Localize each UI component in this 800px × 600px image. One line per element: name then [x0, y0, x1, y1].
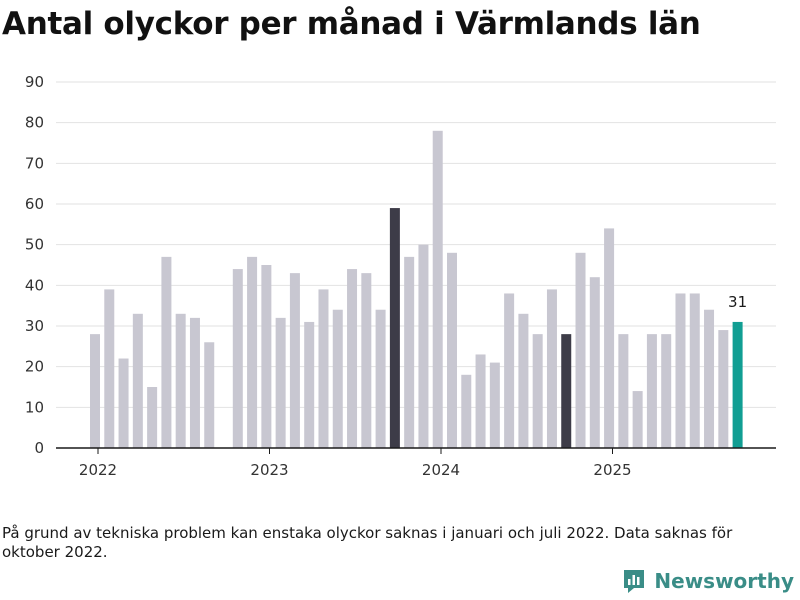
bar-2024-04: [475, 354, 486, 448]
bar-2024-08: [532, 334, 543, 448]
bar-2022-02: [104, 289, 115, 448]
bar-2024-07: [518, 313, 529, 448]
x-tick-label: 2022: [79, 461, 117, 479]
bar-2022-08: [189, 317, 200, 448]
bar-2023-10: [389, 208, 400, 448]
x-tick-label: 2023: [250, 461, 288, 479]
bar-2024-12: [589, 277, 600, 448]
bar-2022-11: [232, 269, 243, 448]
bar-2025-03: [632, 391, 643, 448]
bar-2022-06: [161, 256, 172, 448]
y-tick-label: 10: [25, 398, 44, 416]
bar-2022-09: [204, 342, 215, 448]
y-tick-label: 20: [25, 358, 44, 376]
y-tick-label: 70: [25, 154, 44, 172]
x-axis-ticks: 2022 2023 2024 2025: [79, 448, 632, 479]
bar-2025-04: [646, 334, 657, 448]
chart-title: Antal olyckor per månad i Värmlands län: [2, 6, 701, 42]
y-tick-label: 60: [25, 195, 44, 213]
bar-2023-07: [347, 269, 358, 448]
bar-2024-01: [432, 130, 443, 449]
bar-2025-05: [661, 334, 672, 448]
newsworthy-logo-icon: [624, 570, 645, 593]
y-tick-label: 90: [25, 73, 44, 91]
bar-2023-11: [404, 256, 415, 448]
bar-2025-08: [704, 309, 715, 448]
bar-2023-06: [332, 309, 343, 448]
x-tick-label: 2025: [593, 461, 631, 479]
y-tick-label: 80: [25, 114, 44, 132]
bar-2025-06: [675, 293, 686, 448]
bar-2022-12: [247, 256, 258, 448]
bar-2023-01: [261, 265, 272, 448]
bar-2025-07: [689, 293, 700, 448]
bar-2023-05: [318, 289, 329, 448]
bars: [90, 130, 743, 449]
footnote: På grund av tekniska problem kan enstaka…: [2, 524, 733, 561]
bar-2022-04: [132, 313, 143, 448]
y-tick-label: 50: [25, 236, 44, 254]
bar-2022-03: [118, 358, 129, 448]
bar-2025-10: [732, 321, 743, 448]
bar-2024-10: [561, 334, 572, 448]
y-tick-label: 30: [25, 317, 44, 335]
bar-2023-12: [418, 244, 429, 448]
data-label: 31: [728, 293, 747, 311]
bar-2022-05: [147, 387, 158, 448]
bar-2024-11: [575, 252, 586, 448]
bar-2023-09: [375, 309, 386, 448]
bar-2025-02: [618, 334, 629, 448]
bar-2023-02: [275, 317, 286, 448]
bar-chart: 0 10 20 30 40 50 60 70 80 90 31 2022 2023 2024 2025: [25, 73, 776, 479]
brand-logo[interactable]: Newsworthy: [622, 568, 794, 594]
bar-2023-08: [361, 273, 372, 448]
y-tick-label: 40: [25, 276, 44, 294]
annotations: 31: [728, 293, 747, 311]
y-axis-labels: 0 10 20 30 40 50 60 70 80 90: [25, 73, 44, 457]
bar-2024-06: [504, 293, 515, 448]
bar-2023-03: [289, 273, 300, 448]
bar-2023-04: [304, 321, 315, 448]
bar-2024-03: [461, 374, 472, 448]
bar-2025-09: [718, 330, 729, 448]
bar-2024-05: [489, 362, 500, 448]
bar-2024-09: [546, 289, 557, 448]
brand-name: Newsworthy: [654, 569, 794, 593]
bar-2024-02: [447, 252, 457, 448]
bar-2022-07: [175, 313, 186, 448]
bar-2022-01: [90, 334, 100, 448]
x-tick-label: 2024: [422, 461, 460, 479]
bar-2025-01: [604, 228, 615, 448]
y-tick-label: 0: [34, 439, 44, 457]
